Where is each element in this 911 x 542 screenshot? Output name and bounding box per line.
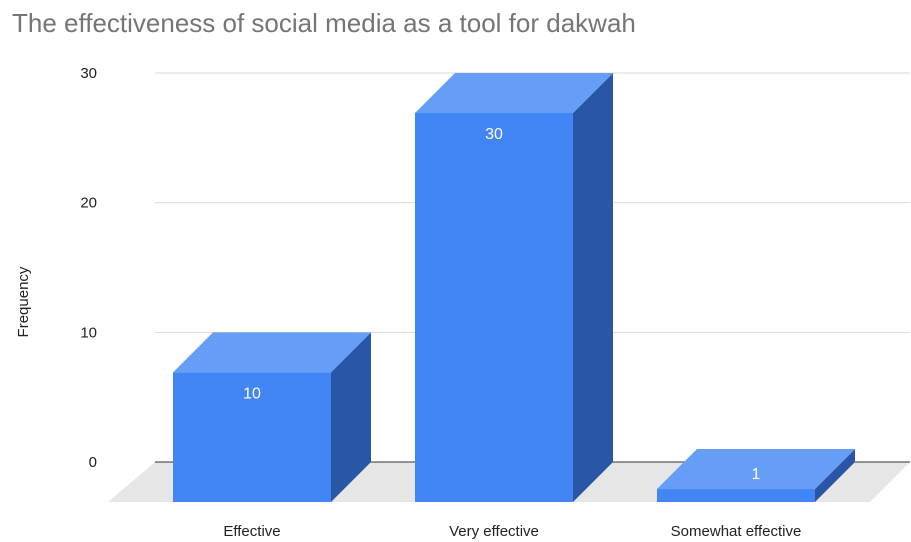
data-label: 1 bbox=[752, 466, 761, 483]
bar: 1 bbox=[657, 449, 855, 502]
y-tick-label: 20 bbox=[80, 195, 97, 212]
y-tick-label: 10 bbox=[80, 324, 97, 341]
bar-top-face bbox=[173, 332, 371, 373]
x-tick-label: Effective bbox=[223, 523, 280, 540]
x-axis-ticks: Effective Very effective Somewhat effectiv… bbox=[223, 523, 801, 540]
y-axis-title: Frequency bbox=[15, 266, 32, 337]
data-label: 30 bbox=[485, 126, 503, 143]
bar-front-face bbox=[173, 372, 331, 502]
bar: 30 bbox=[415, 73, 613, 502]
chart-title: The effectiveness of social media as a t… bbox=[12, 8, 636, 38]
bars: 10 30 1 bbox=[173, 73, 855, 502]
x-tick-label: Very effective bbox=[449, 523, 539, 540]
bar-front-face bbox=[657, 489, 815, 502]
bar-side-face bbox=[815, 449, 855, 502]
bar-front-face bbox=[415, 113, 573, 502]
x-tick-label: Somewhat effective bbox=[671, 523, 802, 540]
bar-side-face bbox=[573, 73, 613, 502]
bar-top-face bbox=[415, 73, 613, 113]
bar: 10 bbox=[173, 332, 371, 502]
y-tick-label: 30 bbox=[80, 65, 97, 82]
data-label: 10 bbox=[243, 385, 261, 402]
bar-side-face bbox=[331, 332, 371, 502]
bar-top-face bbox=[657, 449, 855, 490]
y-axis-ticks: 0 10 20 30 bbox=[80, 65, 97, 471]
y-tick-label: 0 bbox=[89, 454, 97, 471]
